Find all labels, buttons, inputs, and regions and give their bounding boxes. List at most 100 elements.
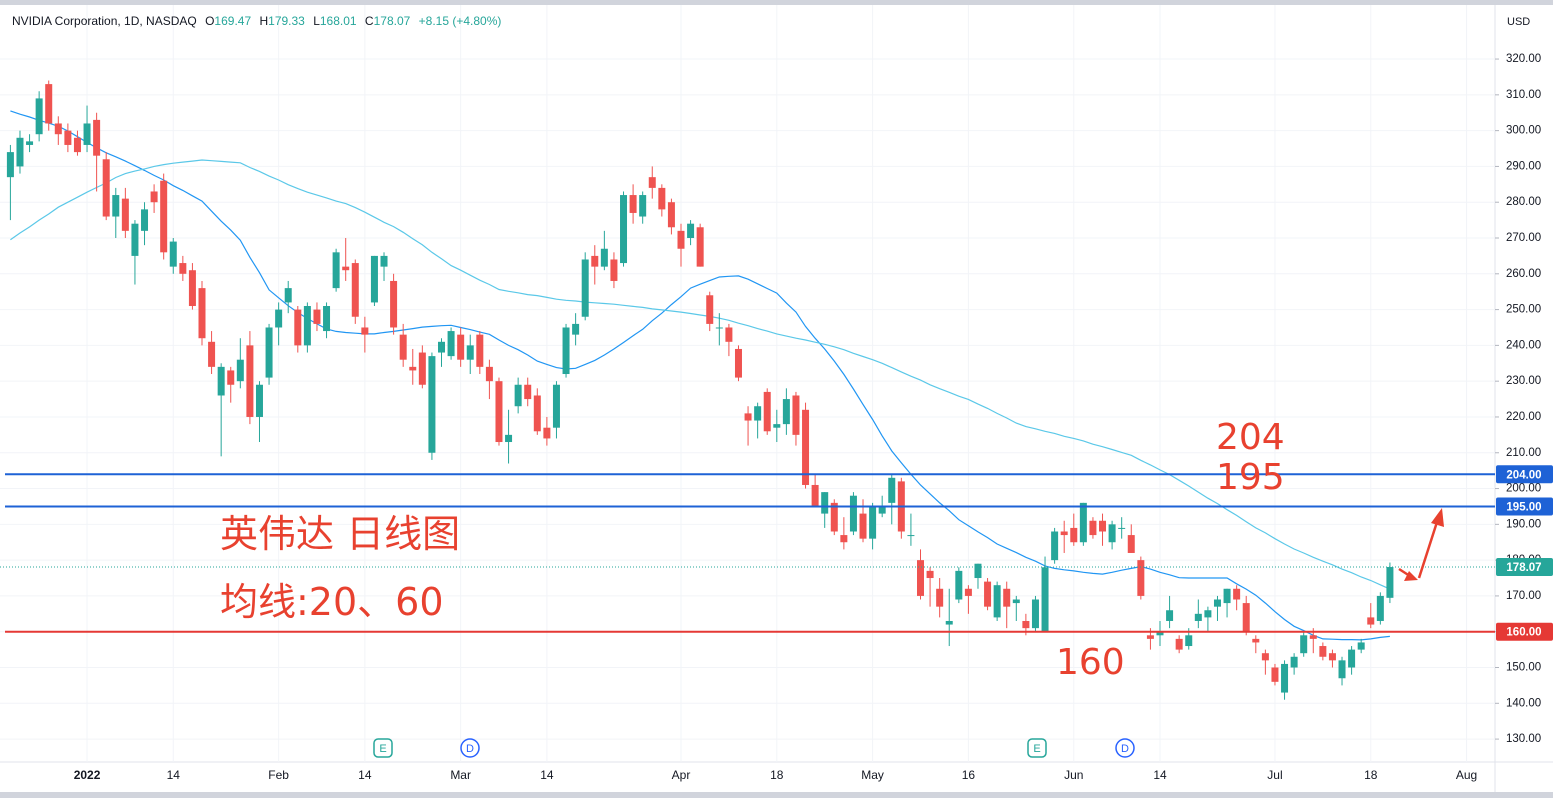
candle-body (1137, 560, 1145, 596)
ohlc-key: C (364, 14, 374, 28)
candle-body (907, 535, 915, 537)
candle-body (1290, 656, 1298, 668)
candle-body (964, 588, 972, 596)
candle-body (428, 356, 436, 453)
candle-body (370, 255, 378, 303)
annotation: 英伟达 日线图 (220, 512, 461, 556)
candle-body (533, 395, 541, 432)
ohlc-key: O (205, 14, 215, 28)
x-tick-label: 18 (770, 768, 784, 782)
event-label: D (1121, 743, 1129, 755)
y-tick-label: 200.00 (1506, 483, 1541, 495)
x-tick-label: Jul (1267, 768, 1282, 782)
candle-body (1022, 620, 1030, 629)
ohlc-key: H (259, 14, 269, 28)
candle-body (141, 209, 149, 231)
candle-body (696, 227, 704, 267)
candle-body (485, 366, 493, 382)
candle-body (1242, 603, 1250, 632)
candle-body (1051, 531, 1059, 561)
y-tick-label: 310.00 (1506, 89, 1541, 101)
price-tag-label: 204.00 (1506, 469, 1541, 481)
annotation: 195 (1216, 457, 1285, 498)
candle-body (284, 288, 292, 303)
y-tick-label: 290.00 (1506, 160, 1541, 172)
candle-body (150, 191, 158, 203)
symbol-legend: NVIDIA Corporation, 1D, NASDAQ O169.47 H… (12, 14, 501, 28)
candle-body (936, 588, 944, 607)
y-tick-label: 130.00 (1506, 733, 1541, 745)
candle-body (1099, 520, 1107, 532)
candle-body (16, 137, 24, 167)
candle-body (1079, 502, 1087, 543)
x-tick-label: 2022 (74, 768, 101, 782)
candle-body (1328, 653, 1336, 661)
candle-body (1309, 635, 1317, 639)
candle-body (505, 434, 513, 443)
candle-body (984, 581, 992, 607)
candle-body (275, 309, 283, 328)
candle-body (1031, 599, 1039, 629)
candle-body (1319, 646, 1327, 657)
candle-body (629, 195, 637, 213)
candle-body (1089, 520, 1097, 536)
candle-body (447, 331, 455, 357)
candle-body (255, 384, 263, 417)
candle-body (1003, 588, 1011, 607)
candle-body (1060, 531, 1068, 536)
event-marker (373, 738, 393, 758)
event-label: E (1033, 743, 1040, 755)
candle-body (1357, 642, 1365, 650)
y-tick-label: 250.00 (1506, 304, 1541, 316)
y-tick-label: 170.00 (1506, 590, 1541, 602)
candle-body (131, 223, 139, 256)
candle-body (198, 288, 206, 339)
x-tick-label: 14 (1153, 768, 1167, 782)
ohlc-value: 168.01 (319, 14, 357, 28)
x-tick-label: 14 (167, 768, 181, 782)
x-tick-label: 14 (540, 768, 554, 782)
candle-body (1108, 524, 1116, 543)
candle-body (380, 255, 388, 267)
annotation: 160 (1056, 642, 1125, 683)
candle-body (1300, 635, 1308, 654)
candle-body (552, 384, 560, 428)
candle-body (773, 424, 781, 428)
candle-body (83, 123, 91, 145)
y-tick-label: 210.00 (1506, 447, 1541, 459)
ohlc-value: 179.33 (268, 14, 305, 28)
event-marker (1027, 738, 1047, 758)
candle-body (1127, 535, 1135, 553)
event-marker (460, 738, 480, 758)
candle-body (1386, 567, 1394, 598)
candle-body (1271, 667, 1279, 682)
candle-body (332, 252, 340, 289)
price-tag-label: 178.07 (1506, 562, 1541, 574)
y-tick-label: 190.00 (1506, 518, 1541, 530)
candle-body (399, 334, 407, 360)
candle-body (64, 130, 72, 145)
candle-body (1213, 599, 1221, 607)
candle-body (1041, 567, 1049, 632)
x-tick-label: Aug (1456, 768, 1477, 782)
candle-body (236, 359, 244, 382)
candle-body (620, 195, 628, 264)
candle-body (706, 295, 714, 324)
candle-body (1252, 638, 1260, 643)
candle-body (351, 263, 359, 317)
y-tick-label: 270.00 (1506, 232, 1541, 244)
candle-body (93, 119, 101, 156)
candle-body (782, 399, 790, 425)
candle-body (112, 195, 120, 217)
candle-body (1012, 599, 1020, 604)
symbol: NVIDIA Corporation, 1D, NASDAQ (12, 14, 197, 28)
y-tick-label: 280.00 (1506, 196, 1541, 208)
y-tick-label: 140.00 (1506, 697, 1541, 709)
candle-body (73, 137, 81, 153)
ohlc-value: 178.07 (373, 14, 411, 28)
candle-body (926, 570, 934, 579)
candle-body (1348, 649, 1356, 668)
candle-body (744, 413, 752, 421)
candle-body (409, 366, 417, 371)
